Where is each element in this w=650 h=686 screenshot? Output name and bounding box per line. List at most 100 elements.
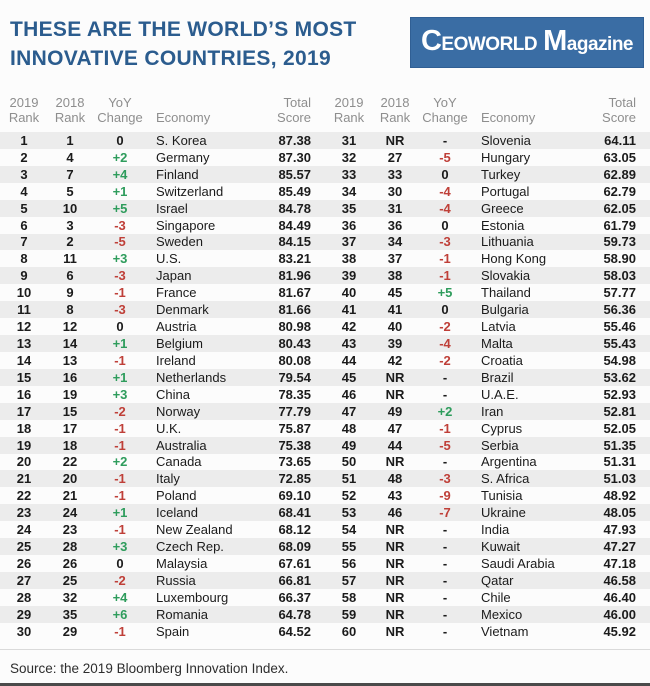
rank-2019-cell: 47	[341, 403, 357, 419]
rank-2019-cell: 54	[341, 522, 357, 538]
rank-2018-cell: 26	[62, 556, 78, 571]
yoy-change-cell: -3	[114, 302, 126, 318]
rank-2019-cell: 15	[16, 369, 32, 385]
yoy-change-cell: -1	[114, 437, 126, 453]
logo-word-ceoworld: CEOWORLD	[420, 25, 538, 57]
rank-2018-cell: 6	[66, 268, 74, 284]
rank-2019-cell: 53	[341, 505, 357, 521]
rank-2018-cell: NR	[385, 522, 405, 538]
source-note: Source: the 2019 Bloomberg Innovation In…	[0, 648, 650, 676]
table-row: 26 26 0 Malaysia 67.61	[0, 555, 325, 572]
rank-2018-cell: 47	[387, 420, 403, 436]
table-row: 23 24 +1 Iceland 68.41	[0, 504, 325, 522]
table-row: 52 43 -9 Tunisia 48.92	[325, 487, 650, 504]
table-row: 36 36 0 Estonia 61.79	[325, 217, 650, 234]
col-header-2019-rank: 2019 Rank	[325, 95, 373, 126]
economy-cell: Spain	[156, 623, 190, 639]
col-header-economy: Economy	[148, 110, 261, 126]
yoy-change-cell: +1	[112, 336, 128, 352]
table-row: 7 2 -5 Sweden 84.15	[0, 233, 325, 251]
table-row: 2 4 +2 Germany 87.30	[0, 149, 325, 166]
rank-2019-cell: 1	[20, 132, 28, 148]
rank-2019-cell: 48	[341, 420, 357, 436]
table-row: 25 28 +3 Czech Rep. 68.09	[0, 538, 325, 556]
economy-cell: Finland	[156, 166, 199, 182]
rank-2019-cell: 20	[16, 454, 32, 470]
rank-2018-cell: 33	[387, 166, 403, 182]
header: THESE ARE THE WORLD’S MOST INNOVATIVE COU…	[0, 0, 650, 92]
rank-2019-cell: 40	[341, 285, 357, 301]
rank-2019-cell: 34	[341, 183, 357, 199]
rank-2019-cell: 60	[341, 623, 357, 639]
col-header-line: Score	[277, 110, 311, 126]
rank-2019-cell: 25	[16, 539, 32, 555]
rank-2019-cell: 5	[20, 200, 28, 216]
rank-2018-cell: 45	[387, 285, 403, 301]
rank-2019-cell: 36	[341, 217, 357, 233]
economy-cell: Norway	[156, 403, 201, 419]
rank-2019-cell: 22	[16, 488, 32, 504]
rank-2019-cell: 33	[341, 166, 357, 182]
economy-cell: Israel	[156, 200, 188, 216]
page-title: THESE ARE THE WORLD’S MOST INNOVATIVE COU…	[10, 16, 357, 74]
table-row: 46 NR - U.A.E. 52.93	[325, 386, 650, 403]
table-row: 14 13 -1 Ireland 80.08	[0, 352, 325, 369]
yoy-change-cell: -	[442, 623, 448, 639]
yoy-change-cell: -4	[439, 183, 451, 199]
economy-cell: Turkey	[481, 166, 521, 182]
total-score-cell: 54.98	[603, 352, 636, 368]
economy-cell: U.S.	[156, 251, 182, 267]
table-row: 43 39 -4 Malta 55.43	[325, 335, 650, 352]
table-row: 45 NR - Brazil 53.62	[325, 368, 650, 386]
total-score-cell: 68.12	[278, 522, 311, 538]
col-header-line: YoY	[108, 94, 132, 110]
economy-cell: S. Korea	[156, 132, 207, 148]
rank-2018-cell: 32	[62, 589, 78, 605]
total-score-cell: 53.62	[603, 369, 636, 385]
table-row: 17 15 -2 Norway 77.79	[0, 402, 325, 420]
rank-2018-cell: 5	[66, 183, 74, 199]
rank-2018-cell: 22	[62, 454, 78, 470]
col-header-line: Change	[97, 110, 143, 126]
table-row: 42 40 -2 Latvia 55.46	[325, 318, 650, 335]
table-row: 47 49 +2 Iran 52.81	[325, 402, 650, 420]
economy-cell: Denmark	[156, 302, 209, 318]
rank-2019-cell: 39	[341, 268, 357, 284]
rank-2019-cell: 3	[20, 166, 28, 182]
yoy-change-cell: -	[442, 572, 448, 588]
economy-cell: Romania	[156, 606, 209, 622]
table-row: 20 22 +2 Canada 73.65	[0, 454, 325, 471]
total-score-cell: 80.98	[278, 319, 311, 335]
yoy-change-cell: -1	[114, 623, 126, 639]
rank-2018-cell: 13	[62, 352, 78, 368]
yoy-change-cell: -4	[439, 200, 451, 216]
rank-2019-cell: 10	[16, 285, 32, 301]
table-row: 10 9 -1 France 81.67	[0, 284, 325, 301]
rank-2019-cell: 55	[341, 539, 357, 555]
economy-cell: Mexico	[481, 606, 523, 622]
page-title-line-2: INNOVATIVE COUNTRIES, 2019	[10, 46, 331, 70]
yoy-change-cell: -3	[114, 268, 126, 284]
total-score-cell: 51.31	[603, 454, 636, 470]
table-row: 38 37 -1 Hong Kong 58.90	[325, 250, 650, 267]
rank-2018-cell: 42	[387, 352, 403, 368]
rank-2018-cell: 36	[387, 217, 403, 233]
economy-cell: Hungary	[481, 149, 531, 165]
table-header-row: 2019 Rank 2018 Rank YoY Change Economy Total Sco…	[0, 92, 325, 132]
table-row: 28 32 +4 Luxembourg 66.37	[0, 589, 325, 606]
col-header-yoy-change: YoY Change	[417, 95, 473, 126]
rank-2019-cell: 14	[16, 352, 32, 368]
table-row: 34 30 -4 Portugal 62.79	[325, 183, 650, 200]
rank-2018-cell: 43	[387, 488, 403, 504]
rank-2018-cell: 7	[66, 166, 74, 182]
yoy-change-cell: +3	[112, 251, 128, 267]
yoy-change-cell: 0	[441, 217, 449, 233]
economy-cell: Tunisia	[481, 488, 523, 504]
table-row: 60 NR - Vietnam 45.92	[325, 623, 650, 640]
yoy-change-cell: -1	[114, 285, 126, 301]
rank-2019-cell: 17	[16, 403, 32, 419]
total-score-cell: 69.10	[278, 488, 311, 504]
logo-word-magazine: Magazine	[543, 25, 633, 57]
total-score-cell: 75.38	[278, 437, 311, 453]
